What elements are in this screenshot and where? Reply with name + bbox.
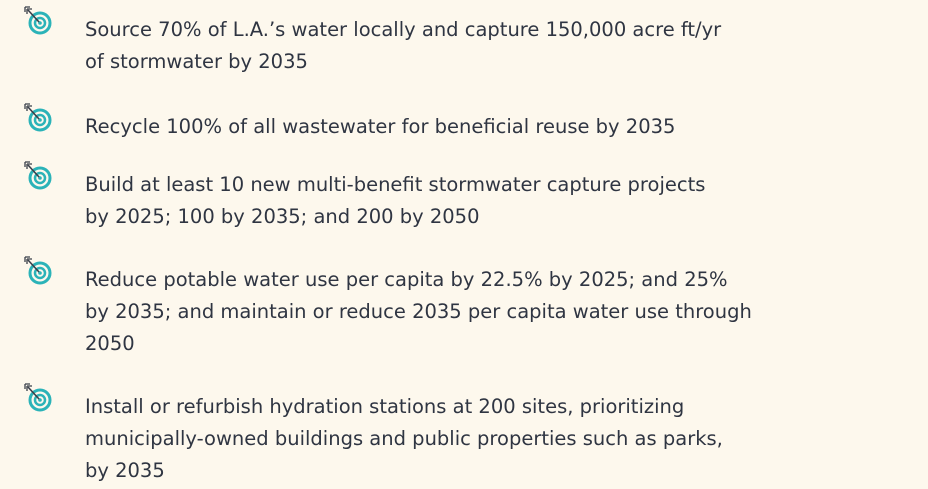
bullseye [38, 271, 42, 275]
target-icon [24, 103, 52, 132]
goal-text-line: by 2035 [85, 459, 165, 482]
ring [28, 11, 52, 35]
ring [28, 261, 52, 285]
ring [33, 266, 47, 280]
bullseye [38, 118, 42, 122]
arrow-feather [24, 161, 32, 169]
goal-text-line: by 2035; and maintain or reduce 2035 per… [85, 300, 752, 323]
goal-text-line: municipally-owned buildings and public p… [85, 427, 723, 450]
bullseye [38, 176, 42, 180]
ring [33, 113, 47, 127]
target-icon [24, 6, 52, 35]
goal-text-line: Install or refurbish hydration stations … [85, 395, 685, 418]
bullseye [38, 398, 42, 402]
ring [28, 388, 52, 412]
bullseye [38, 21, 42, 25]
arrow [27, 164, 40, 178]
goal-text-line: 2050 [85, 332, 135, 355]
target-icon [24, 383, 52, 412]
arrow [27, 106, 40, 120]
goal-text-line: Reduce potable water use per capita by 2… [85, 268, 728, 291]
arrow-feather [24, 256, 32, 264]
target-icon [24, 161, 52, 190]
goal-text-line: of stormwater by 2035 [85, 50, 308, 73]
target-icon [24, 256, 52, 285]
arrow [27, 259, 40, 273]
goal-text-line: by 2025; 100 by 2035; and 200 by 2050 [85, 205, 480, 228]
ring [33, 16, 47, 30]
arrow [27, 9, 40, 23]
arrow-feather [24, 383, 32, 391]
arrow-feather [24, 6, 32, 14]
goal-text-line: Recycle 100% of all wastewater for benef… [85, 115, 676, 138]
ring [28, 166, 52, 190]
ring [33, 171, 47, 185]
goal-text-line: Build at least 10 new multi-benefit stor… [85, 173, 706, 196]
arrow [27, 386, 40, 400]
goal-text-line: Source 70% of L.A.’s water locally and c… [85, 18, 722, 41]
ring [33, 393, 47, 407]
ring [28, 108, 52, 132]
arrow-feather [24, 103, 32, 111]
